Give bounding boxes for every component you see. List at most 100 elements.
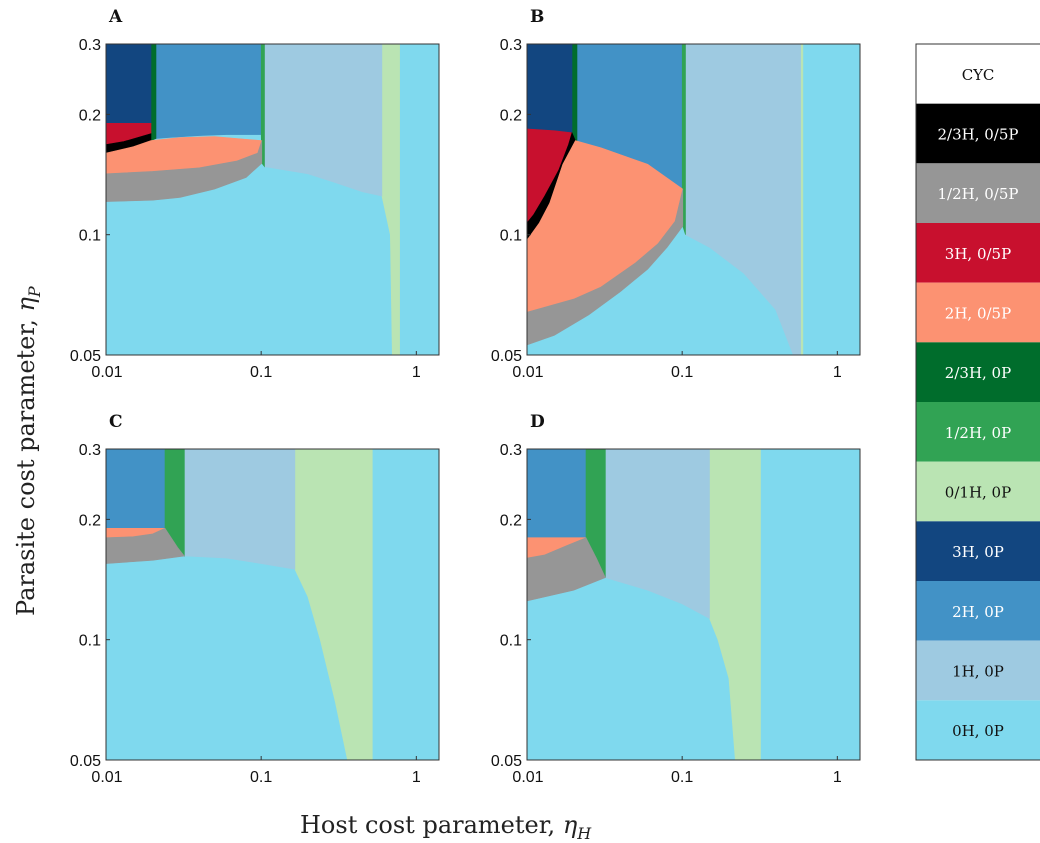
y-tick-label: 0.05: [70, 753, 101, 770]
panel-a: A 0.01 0.1 1 0.05 0.1 0.2 0.3: [70, 7, 440, 381]
x-tick-label: 1: [833, 769, 842, 786]
y-tick-label: 0.1: [79, 228, 101, 245]
legend-item-h01p0: 0/1H, 0P: [916, 461, 1040, 522]
x-tick-label: 0.1: [671, 769, 693, 786]
legend-item-h12p05: 1/2H, 0/5P: [916, 163, 1040, 223]
x-tick-label: 1: [412, 364, 421, 381]
panel-frame: [105, 43, 440, 356]
regions: [527, 44, 860, 355]
legend-label: 1/2H, 0P: [945, 424, 1011, 442]
region-h1p0: [264, 44, 383, 197]
x-tick-label: 0.1: [671, 364, 693, 381]
region-h01p0: [709, 449, 761, 760]
region-h12p05: [527, 189, 684, 346]
legend-item-h23p05: 2/3H, 0/5P: [916, 103, 1040, 164]
y-tick-label: 0.3: [500, 37, 522, 54]
legend-item-h12p0: 1/2H, 0P: [916, 402, 1040, 462]
panel-frame: [105, 448, 440, 761]
x-axis-title: Host cost parameter, ηH: [300, 811, 592, 843]
y-tick-label: 0.3: [500, 442, 522, 459]
y-tick-label: 0.2: [500, 512, 522, 529]
panel-label: D: [530, 412, 545, 432]
legend-item-CYC: CYC: [916, 44, 1040, 104]
legend-label: 3H, 0P: [952, 543, 1004, 561]
panel-label: C: [109, 412, 123, 432]
y-tick-label: 0.1: [500, 633, 522, 650]
legend-label: 3H, 0/5P: [945, 245, 1011, 263]
region-h3p0: [527, 44, 573, 134]
region-h2p0: [106, 449, 166, 529]
y-tick-label: 0.05: [70, 348, 101, 365]
panel-d: D 0.01 0.1 1 0.05 0.1 0.2 0.3: [491, 412, 861, 786]
legend-item-h2p05: 2H, 0/5P: [916, 282, 1040, 343]
legend-label: 2H, 0P: [952, 603, 1004, 621]
regions: [106, 44, 439, 355]
x-tick-label: 0.01: [91, 769, 122, 786]
region-h12p05: [106, 140, 263, 202]
legend-frame: [915, 43, 1040, 761]
regions: [106, 449, 439, 760]
panels: A 0.01 0.1 1 0.05 0.1 0.2 0.3 B 0.01 0.1 1 0.05 0.1 0.…: [70, 7, 861, 786]
region-h12p05: [527, 537, 606, 602]
legend-label: 1/2H, 0/5P: [938, 185, 1019, 203]
legend-item-h23p0: 2/3H, 0P: [916, 342, 1040, 402]
legend-swatch: [916, 223, 1040, 283]
region-h1p0: [685, 44, 801, 355]
y-tick-label: 0.2: [79, 107, 101, 124]
x-tick-label: 0.01: [512, 769, 543, 786]
legend-label: 0/1H, 0P: [945, 484, 1011, 502]
y-tick-label: 0.1: [79, 633, 101, 650]
legend-swatch: [916, 461, 1040, 522]
legend-swatch: [916, 342, 1040, 402]
legend-label: 0H, 0P: [952, 722, 1004, 740]
legend-swatch: [916, 640, 1040, 701]
legend-swatch: [916, 163, 1040, 223]
panel-c: C 0.01 0.1 1 0.05 0.1 0.2 0.3: [70, 412, 440, 786]
legend-item-h0p0: 0H, 0P: [916, 700, 1040, 760]
y-tick-label: 0.05: [491, 753, 522, 770]
legend-label: 2/3H, 0/5P: [938, 126, 1019, 144]
legend-label: CYC: [962, 66, 995, 84]
region-h23p0: [571, 44, 578, 144]
panel-frame: [526, 43, 861, 356]
region-h01p0: [800, 44, 804, 355]
region-h2p0: [527, 449, 587, 539]
legend-label: 1H, 0P: [952, 663, 1004, 681]
y-tick-label: 0.1: [500, 228, 522, 245]
x-tick-label: 0.01: [91, 364, 122, 381]
legend-swatch: [916, 521, 1040, 581]
y-axis-title: Parasite cost parameter, ηP: [12, 286, 44, 616]
x-tick-label: 1: [833, 364, 842, 381]
x-tick-label: 0.1: [250, 364, 272, 381]
region-h12p05: [106, 527, 185, 564]
legend-swatch: [916, 700, 1040, 760]
panel-b: B 0.01 0.1 1 0.05 0.1 0.2 0.3: [491, 7, 861, 381]
legend-item-h3p0: 3H, 0P: [916, 521, 1040, 581]
legend-item-h3p05: 3H, 0/5P: [916, 223, 1040, 283]
y-tick-label: 0.2: [500, 107, 522, 124]
regions: [527, 449, 860, 760]
x-tick-label: 0.1: [250, 769, 272, 786]
region-h2p0: [155, 44, 263, 139]
y-tick-label: 0.3: [79, 442, 101, 459]
legend-label: 2/3H, 0P: [945, 364, 1011, 382]
y-tick-label: 0.3: [79, 37, 101, 54]
legend-swatch: [916, 44, 1040, 104]
y-tick-label: 0.05: [491, 348, 522, 365]
legend-swatch: [916, 282, 1040, 343]
region-h12p0: [260, 44, 265, 168]
y-tick-label: 0.2: [79, 512, 101, 529]
panel-frame: [526, 448, 861, 761]
legend-swatch: [916, 402, 1040, 462]
legend: CYC 2/3H, 0/5P 1/2H, 0/5P 3H, 0/5P 2H, 0/5P 2…: [915, 43, 1040, 761]
region-h01p0: [294, 449, 373, 760]
legend-item-h1p0: 1H, 0P: [916, 640, 1040, 701]
x-tick-label: 1: [412, 769, 421, 786]
region-h23p0: [150, 44, 157, 142]
region-h3p0: [106, 44, 152, 124]
panel-label: B: [530, 7, 544, 27]
panel-label: A: [108, 7, 123, 27]
region-h12p0: [681, 44, 686, 235]
legend-swatch: [916, 581, 1040, 641]
